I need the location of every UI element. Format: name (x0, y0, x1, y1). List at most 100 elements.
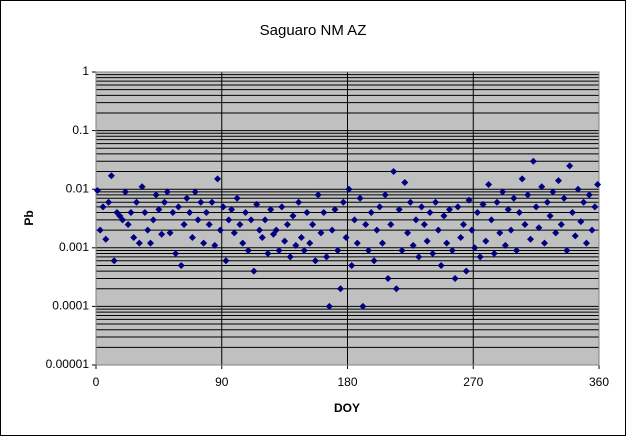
data-point (423, 237, 431, 245)
data-point (180, 220, 188, 228)
data-point (283, 220, 291, 228)
data-point (141, 209, 149, 217)
data-point (300, 246, 308, 254)
data-point (448, 246, 456, 254)
data-point (398, 246, 406, 254)
data-point (105, 198, 113, 206)
data-point (563, 246, 571, 254)
data-point (205, 220, 213, 228)
data-point (174, 203, 182, 211)
x-axis-label: DOY (334, 401, 360, 415)
data-point (309, 220, 317, 228)
data-point (144, 226, 152, 234)
data-point (454, 203, 462, 211)
x-tick-label: 180 (337, 375, 357, 389)
data-point (367, 209, 375, 217)
data-point (345, 185, 353, 193)
data-point (521, 220, 529, 228)
data-point (390, 168, 398, 176)
data-point (364, 246, 372, 254)
chart-title: Saguaro NM AZ (260, 22, 367, 39)
data-point (102, 235, 110, 243)
data-point (384, 274, 392, 282)
data-point (146, 239, 154, 247)
data-point (334, 246, 342, 254)
data-point (429, 249, 437, 257)
data-point (255, 226, 263, 234)
data-point (591, 203, 599, 211)
data-point (362, 220, 370, 228)
data-point (473, 209, 481, 217)
plot-border (95, 71, 600, 366)
data-point (188, 233, 196, 241)
data-point (513, 246, 521, 254)
data-point (323, 253, 331, 261)
y-tick-label: 0.01 (66, 181, 90, 195)
data-point (459, 220, 467, 228)
data-point (160, 198, 168, 206)
data-point (331, 206, 339, 214)
data-point (99, 203, 107, 211)
data-point (387, 220, 395, 228)
data-point (378, 239, 386, 247)
data-point (353, 239, 361, 247)
data-point (409, 241, 417, 249)
data-point (510, 194, 518, 202)
data-point (487, 216, 495, 224)
data-point (250, 267, 258, 275)
data-point (200, 239, 208, 247)
data-point (202, 209, 210, 217)
data-point (286, 253, 294, 261)
y-tick-label: 0.001 (59, 240, 89, 254)
data-point (348, 261, 356, 269)
data-point (197, 198, 205, 206)
data-point (133, 198, 141, 206)
data-point (504, 206, 512, 214)
data-point (541, 239, 549, 247)
data-point (370, 257, 378, 265)
data-point (482, 237, 490, 245)
data-point (471, 244, 479, 252)
data-point (208, 198, 216, 206)
data-point (476, 253, 484, 261)
data-point (490, 249, 498, 257)
data-point (418, 203, 426, 211)
data-point (356, 194, 364, 202)
data-point (239, 239, 247, 247)
y-tick-label: 0.00001 (46, 357, 90, 371)
data-point (465, 196, 473, 204)
data-point (406, 198, 414, 206)
data-point (577, 218, 585, 226)
data-point (267, 206, 275, 214)
data-point (233, 194, 241, 202)
data-point (119, 216, 127, 224)
data-point (107, 172, 115, 180)
data-point (275, 246, 283, 254)
y-axis-label: Pb (22, 210, 36, 225)
data-point (337, 285, 345, 293)
data-point (163, 188, 171, 196)
data-point (169, 209, 177, 217)
data-point (342, 233, 350, 241)
data-point (166, 229, 174, 237)
data-point (529, 157, 537, 165)
data-point (222, 257, 230, 265)
x-tick-label: 0 (93, 375, 100, 389)
data-point (110, 257, 118, 265)
data-point (219, 203, 227, 211)
data-point (247, 216, 255, 224)
data-point (350, 216, 358, 224)
data-point (574, 185, 582, 193)
data-point (524, 191, 532, 199)
data-point (376, 203, 384, 211)
data-point (359, 302, 367, 310)
data-point (462, 267, 470, 275)
data-point (381, 191, 389, 199)
data-point (261, 216, 269, 224)
data-point (135, 239, 143, 247)
data-point (437, 261, 445, 269)
data-point (434, 226, 442, 234)
data-point (392, 285, 400, 293)
data-point (292, 241, 300, 249)
y-tick-label: 1 (82, 64, 89, 78)
